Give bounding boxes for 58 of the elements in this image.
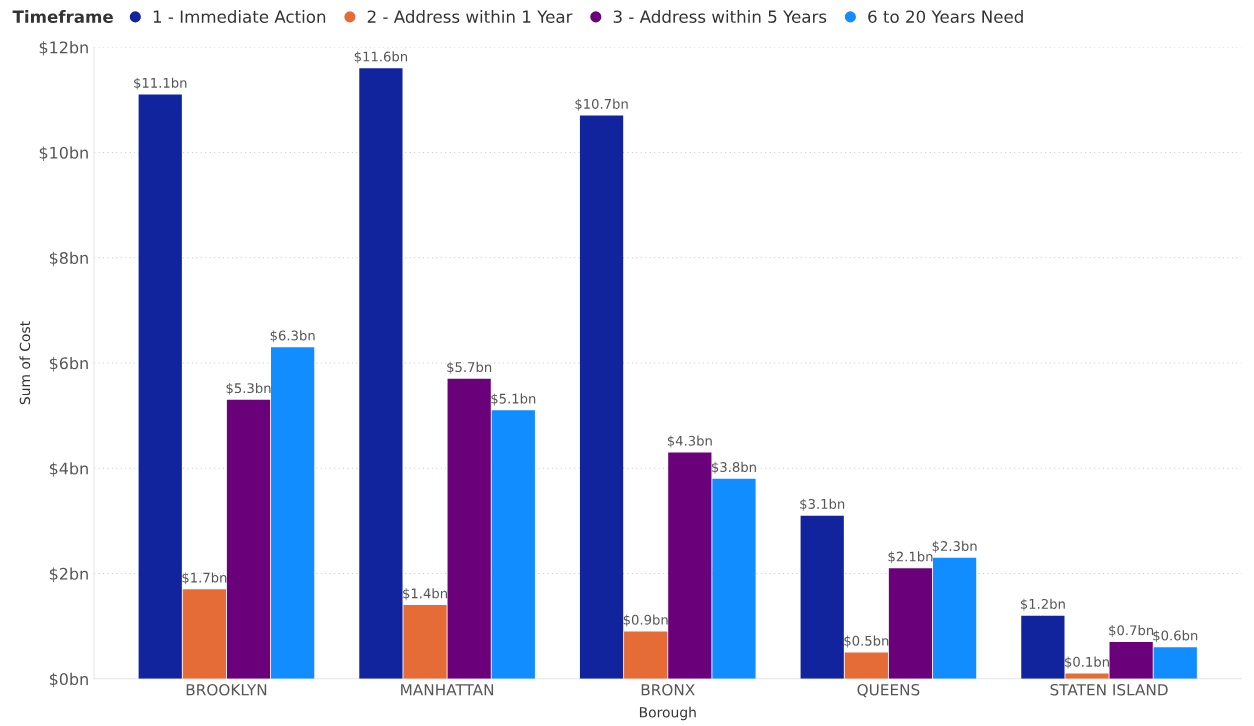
x-tick-label: BRONX <box>641 683 695 696</box>
data-label: $5.1bn <box>491 393 536 406</box>
bar <box>138 94 182 679</box>
legend-label: 2 - Address within 1 Year <box>367 10 573 23</box>
y-tick-label: $8bn <box>49 251 88 267</box>
data-label: $0.1bn <box>1065 656 1109 669</box>
legend-label: 3 - Address within 5 Years <box>613 10 827 23</box>
y-tick-label: $6bn <box>49 356 88 372</box>
y-axis-title: Sum of Cost <box>19 321 31 405</box>
legend-label: 1 - Immediate Action <box>153 10 326 23</box>
data-label: $1.7bn <box>182 572 227 585</box>
x-tick-label: STATEN ISLAND <box>1050 683 1168 696</box>
data-label: $11.6bn <box>354 51 408 64</box>
data-label: $0.6bn <box>1153 630 1198 643</box>
x-tick-label: BROOKLYN <box>186 683 267 696</box>
data-label: $10.7bn <box>575 98 628 111</box>
bar <box>844 652 888 679</box>
data-label: $0.5bn <box>844 635 889 648</box>
bar <box>579 115 624 679</box>
bar <box>447 378 491 679</box>
data-label: $4.3bn <box>667 435 712 448</box>
bar <box>668 452 712 679</box>
data-label: $0.9bn <box>623 614 668 627</box>
bar <box>624 631 668 679</box>
bar <box>359 68 403 679</box>
data-label: $5.7bn <box>447 361 492 374</box>
data-label: $6.3bn <box>270 330 315 343</box>
y-tick-label: $4bn <box>49 462 88 477</box>
bar <box>403 605 447 679</box>
bar <box>800 515 844 679</box>
bar <box>1153 647 1197 679</box>
bar <box>271 347 315 679</box>
bar <box>491 410 535 679</box>
bar <box>1021 615 1065 679</box>
data-label: $3.1bn <box>800 498 845 511</box>
bar <box>226 399 271 679</box>
bar <box>182 589 226 679</box>
x-axis-title: Borough <box>639 706 696 721</box>
bar <box>1109 641 1153 679</box>
y-tick-label: $0bn <box>49 672 88 688</box>
data-label: $1.2bn <box>1020 598 1065 611</box>
bar <box>712 478 756 679</box>
legend-title: Timeframe <box>12 10 113 23</box>
data-label: $0.7bn <box>1109 625 1154 637</box>
x-tick-label: MANHATTAN <box>401 684 494 696</box>
data-label: $5.3bn <box>226 382 271 395</box>
y-tick-label: $12bn <box>39 41 88 56</box>
data-label: $1.4bn <box>403 588 447 601</box>
legend-label: 6 to 20 Years Need <box>868 10 1023 23</box>
bar <box>932 557 977 679</box>
x-tick-label: QUEENS <box>857 683 920 698</box>
bar <box>888 568 933 679</box>
data-label: $2.1bn <box>888 551 933 564</box>
y-tick-label: $2bn <box>49 567 88 582</box>
data-label: $3.8bn <box>711 461 756 474</box>
data-label: $2.3bn <box>932 540 977 553</box>
data-label: $11.1bn <box>134 77 187 90</box>
y-tick-label: $10bn <box>39 146 88 161</box>
